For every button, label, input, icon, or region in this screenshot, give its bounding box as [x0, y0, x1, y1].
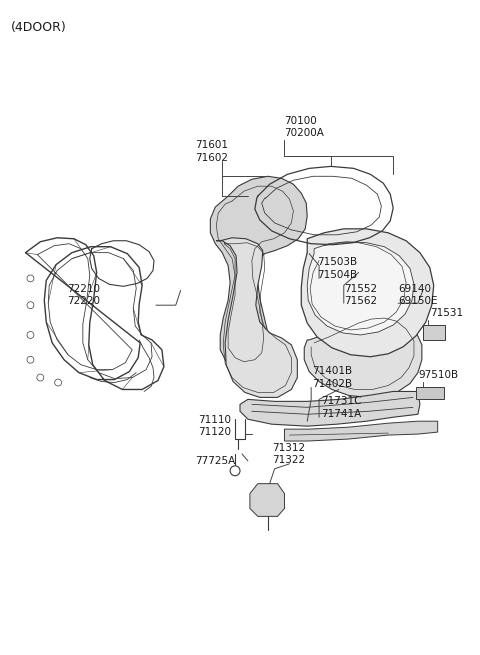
Text: 71312
71322: 71312 71322 [272, 443, 305, 465]
Text: 71531: 71531 [430, 308, 463, 318]
Text: 69140
69150E: 69140 69150E [398, 284, 438, 307]
Polygon shape [304, 313, 422, 398]
Circle shape [27, 302, 34, 309]
Circle shape [55, 379, 61, 386]
Circle shape [230, 466, 240, 476]
Text: (4DOOR): (4DOOR) [11, 20, 66, 33]
Circle shape [37, 374, 44, 381]
Polygon shape [301, 229, 434, 357]
Bar [416, 388, 444, 400]
Polygon shape [285, 421, 438, 441]
Circle shape [27, 275, 34, 282]
Circle shape [27, 356, 34, 363]
Text: 77725A: 77725A [195, 456, 236, 466]
Text: 71731C
71741A: 71731C 71741A [321, 396, 361, 419]
Text: 71110
71120: 71110 71120 [199, 415, 231, 438]
Text: 97510B: 97510B [418, 369, 458, 380]
Polygon shape [250, 483, 285, 516]
Text: 71552
71562: 71552 71562 [344, 284, 377, 307]
Text: 70100
70200A: 70100 70200A [285, 115, 324, 138]
Polygon shape [216, 238, 297, 398]
Text: 71601
71602: 71601 71602 [195, 140, 228, 162]
Text: 72210
72220: 72210 72220 [67, 284, 100, 307]
Polygon shape [307, 242, 414, 335]
Text: 71401B
71402B: 71401B 71402B [312, 366, 352, 389]
Polygon shape [210, 176, 307, 371]
Polygon shape [240, 392, 420, 426]
Circle shape [27, 331, 34, 339]
Bar [423, 325, 444, 340]
Text: 71503B
71504B: 71503B 71504B [317, 257, 357, 280]
